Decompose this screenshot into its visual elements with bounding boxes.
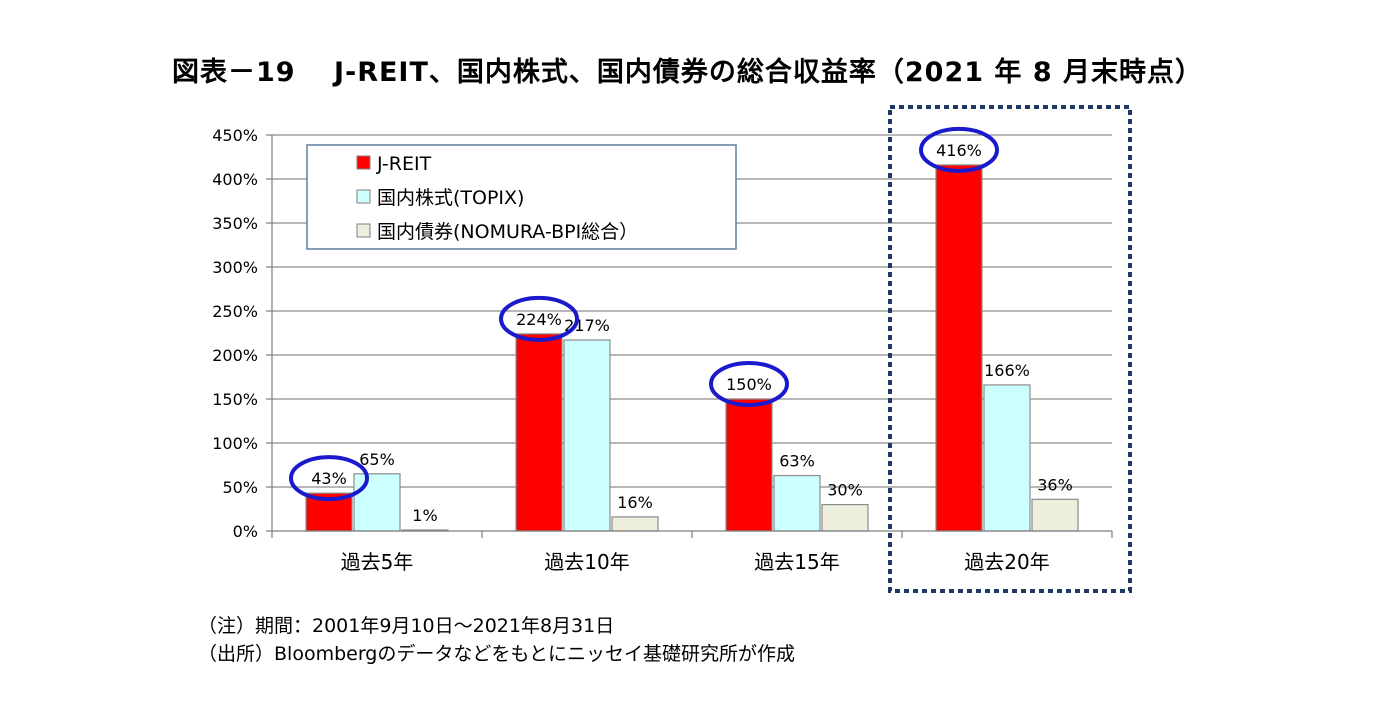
bar [515, 333, 563, 532]
chart-title: 図表－19 J-REIT、国内株式、国内債券の総合収益率（2021 年 8 月末… [171, 57, 1204, 88]
x-tick-label: 過去20年 [964, 550, 1049, 574]
y-tick-label: 150% [212, 390, 258, 409]
bar [983, 384, 1031, 532]
legend-label: 国内債券(NOMURA-BPI総合） [377, 221, 638, 243]
bar [563, 339, 611, 532]
legend-label: 国内株式(TOPIX) [377, 187, 524, 209]
y-tick-label: 300% [212, 258, 258, 277]
data-label: 150% [726, 375, 772, 394]
legend-swatch [356, 223, 371, 238]
y-tick-label: 400% [212, 170, 258, 189]
data-label: 224% [516, 310, 562, 329]
note-source: （出所）Bloombergのデータなどをもとにニッセイ基礎研究所が作成 [198, 643, 795, 665]
bar [935, 164, 983, 532]
bar [773, 474, 821, 532]
y-tick-label: 250% [212, 302, 258, 321]
x-tick-label: 過去15年 [754, 550, 839, 574]
note-period: （注）期間：2001年9月10日～2021年8月31日 [198, 615, 615, 637]
data-label: 65% [359, 450, 395, 469]
y-tick-label: 450% [212, 126, 258, 145]
highlight-ring [499, 295, 579, 342]
data-labels: 43%224%150%416%65%217%63%166%1%16%30% 36% [311, 141, 1073, 525]
bar [1031, 498, 1079, 532]
data-label: 166% [984, 361, 1030, 380]
y-tick-label: 50% [222, 478, 258, 497]
legend: J-REIT 国内株式(TOPIX) 国内債券(NOMURA-BPI総合） [306, 144, 737, 250]
x-axis: 過去5年 過去10年 過去15年 過去20年 [271, 530, 1113, 574]
data-label: 1% [412, 506, 437, 525]
highlight-box-frame [888, 105, 1132, 593]
data-label: 43% [311, 469, 347, 488]
y-tick-label: 0% [233, 522, 258, 541]
highlight-ring [919, 126, 999, 173]
data-label: 30% [827, 481, 863, 500]
x-tick-label: 過去5年 [341, 550, 414, 574]
y-tick-label: 100% [212, 434, 258, 453]
y-tick-label: 200% [212, 346, 258, 365]
bar [353, 473, 401, 532]
bar [821, 504, 869, 532]
y-axis: 0% 50% 100% 150% 200% 250% 300% 350% 400% 450% [212, 126, 273, 541]
highlight-rings [289, 126, 999, 502]
legend-label: J-REIT [376, 153, 432, 175]
x-tick-label: 過去10年 [544, 550, 629, 574]
bars [305, 164, 1079, 532]
highlight-box [888, 105, 1132, 593]
data-label: 16% [617, 493, 653, 512]
bar [611, 516, 659, 532]
y-tick-label: 350% [212, 214, 258, 233]
footnotes: （注）期間：2001年9月10日～2021年8月31日 （出所）Bloomber… [198, 612, 795, 668]
data-label: 63% [779, 452, 815, 471]
data-label: 36% [1037, 475, 1073, 494]
legend-box [306, 144, 737, 250]
bar [725, 398, 773, 532]
data-label: 416% [936, 141, 982, 160]
legend-swatch [356, 155, 371, 170]
legend-swatch [356, 189, 371, 204]
highlight-ring [289, 455, 369, 502]
highlight-ring [709, 361, 789, 407]
